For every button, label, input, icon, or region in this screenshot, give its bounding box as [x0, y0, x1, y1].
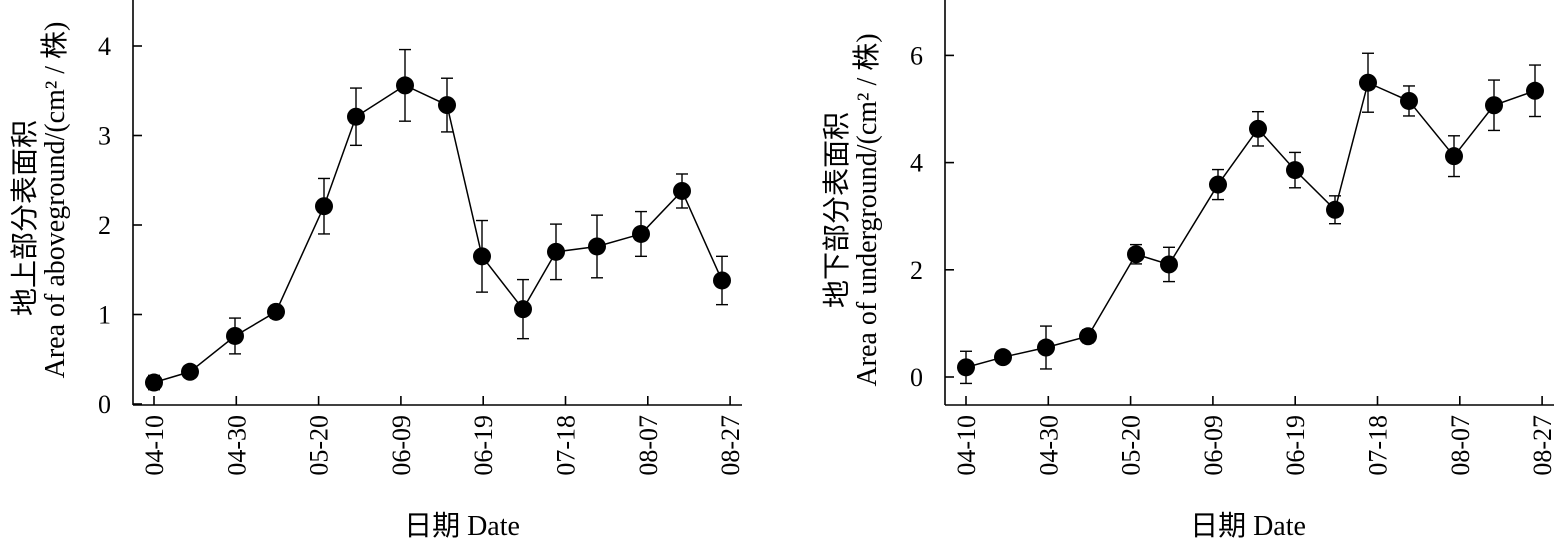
right-data-point [1209, 175, 1227, 194]
left-y-tick-label: 4 [98, 32, 111, 61]
right-data-point [1037, 338, 1055, 357]
right-ylabel-en: Area of underground/(cm² / 株) [851, 33, 883, 386]
left-ylabel-cn: 地上部分表面积 [9, 120, 41, 316]
left-markers [145, 76, 731, 392]
left-x-tick-label: 04-10 [140, 415, 169, 476]
right-data-point [994, 348, 1012, 367]
left-y-tick-label: 2 [98, 211, 111, 240]
right-ylabel-cn: 地下部分表面积 [821, 112, 853, 308]
left-data-point [514, 300, 532, 319]
panel-aboveground: 0 1 2 3 4 04-10 04-30 05-20 06-09 06-19 07-18 08-0… [9, 0, 745, 541]
left-y-axis-title: 地上部分表面积 [9, 120, 41, 316]
right-data-point [1249, 119, 1267, 138]
right-x-tick-label: 06-19 [1281, 415, 1310, 476]
right-data-point [1326, 200, 1344, 219]
left-x-tick-label-group: 06-19 [469, 415, 498, 476]
left-x-tick-label: 07-18 [552, 415, 581, 476]
right-axes [944, 0, 1554, 406]
right-x-tick-label: 04-30 [1034, 415, 1063, 476]
right-data-point [1359, 73, 1377, 92]
right-data-point [1445, 147, 1463, 166]
right-y-tick-label: 4 [910, 149, 923, 178]
left-x-tick-label-group: 08-27 [716, 415, 745, 476]
left-x-tick-label-group: 05-20 [305, 415, 334, 476]
left-data-point [473, 247, 491, 266]
right-x-ticks: 04-10 04-30 05-20 06-09 06-19 07-18 08-07 08-27 [952, 396, 1556, 476]
right-x-tick-label: 06-09 [1199, 415, 1228, 476]
left-data-point [145, 373, 163, 392]
right-y-tick-label: 6 [910, 41, 923, 70]
right-data-point [1485, 96, 1503, 115]
left-data-point [438, 96, 456, 115]
left-y-tick-label: 1 [98, 301, 111, 330]
left-data-point [267, 302, 285, 321]
right-y-axis-title-en: Area of underground/(cm² / 株) [851, 33, 883, 386]
left-x-tick-label: 06-09 [387, 415, 416, 476]
left-y-axis-title-en: Area of aboveground/(cm² / 株) [39, 22, 71, 379]
left-data-point [396, 76, 414, 95]
right-y-tick-label: 2 [910, 256, 923, 285]
right-data-point [1400, 91, 1418, 110]
left-x-tick-label-group: 08-07 [634, 415, 663, 476]
left-axes [132, 0, 742, 406]
left-ylabel-en: Area of aboveground/(cm² / 株) [39, 22, 71, 379]
right-data-point [1286, 161, 1304, 180]
right-data-point [1160, 255, 1178, 274]
left-y-ticks: 0 1 2 3 4 [98, 32, 142, 419]
right-y-ticks: 0 2 4 6 [910, 41, 954, 392]
right-data-point [1079, 327, 1097, 346]
right-xlabel: 日期 Date [1190, 511, 1306, 541]
left-data-point [673, 181, 691, 200]
left-data-point [588, 237, 606, 256]
right-y-tick-label: 0 [910, 363, 923, 392]
right-error-bars [960, 52, 1541, 385]
right-data-point [957, 358, 975, 377]
right-markers [957, 73, 1544, 377]
right-x-tick-label: 07-18 [1364, 415, 1393, 476]
left-x-ticks: 04-10 04-30 05-20 06-09 06-19 07-18 08-07 08-27 [140, 396, 745, 476]
left-x-tick-label-group: 06-09 [387, 415, 416, 476]
left-data-point [632, 224, 650, 243]
left-data-point [347, 107, 365, 126]
left-y-tick-label: 3 [98, 122, 111, 151]
right-x-tick-label: 08-27 [1528, 415, 1556, 476]
right-data-point [1526, 81, 1544, 100]
left-x-tick-label: 08-07 [634, 415, 663, 476]
right-x-tick-label: 05-20 [1117, 415, 1146, 476]
left-x-tick-label-group: 04-10 [140, 415, 169, 476]
right-x-tick-label: 04-10 [952, 415, 981, 476]
left-x-tick-label: 08-27 [716, 415, 745, 476]
panel-underground: 0 2 4 6 04-10 04-30 05-20 06-09 06-19 07-18 08-07… [821, 0, 1556, 541]
left-data-point [181, 362, 199, 381]
right-x-tick-label-group: 06-09 [1199, 415, 1228, 476]
left-x-tick-label-group: 07-18 [552, 415, 581, 476]
left-y-tick-label: 0 [98, 390, 111, 419]
right-x-tick-label-group: 04-10 [952, 415, 981, 476]
right-x-tick-label-group: 04-30 [1034, 415, 1063, 476]
left-x-tick-label: 04-30 [222, 415, 251, 476]
right-data-point [1127, 245, 1145, 264]
left-data-point [315, 197, 333, 216]
left-x-tick-label-group: 04-30 [222, 415, 251, 476]
right-x-tick-label-group: 05-20 [1117, 415, 1146, 476]
left-x-tick-label: 05-20 [305, 415, 334, 476]
right-x-tick-label-group: 08-07 [1446, 415, 1475, 476]
right-x-tick-label: 08-07 [1446, 415, 1475, 476]
right-x-tick-label-group: 07-18 [1364, 415, 1393, 476]
right-x-tick-label-group: 08-27 [1528, 415, 1556, 476]
left-data-point [713, 271, 731, 290]
left-data-point [226, 326, 244, 345]
right-y-axis-title: 地下部分表面积 [821, 112, 853, 308]
right-x-tick-label-group: 06-19 [1281, 415, 1310, 476]
left-xlabel: 日期 Date [404, 511, 520, 541]
left-x-tick-label: 06-19 [469, 415, 498, 476]
left-data-point [547, 242, 565, 261]
